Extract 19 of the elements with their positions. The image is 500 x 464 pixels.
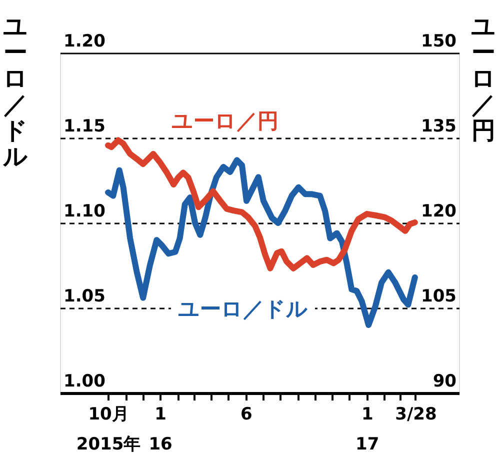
y-tick-label: 1.20	[64, 32, 106, 52]
x-tick-label: 1 17	[356, 404, 380, 454]
x-tick-label: 6	[240, 404, 252, 424]
y-tick-label: 1.00	[64, 372, 106, 392]
x-tick-label: 10月 2015年	[76, 404, 141, 454]
y2-tick-label: 150	[421, 32, 457, 52]
y-axis-title: ユーロ／ドル	[2, 12, 28, 170]
series-label: ユーロ／ドル	[178, 297, 308, 321]
x-tick-label: 3/28	[395, 404, 437, 424]
y-tick-label: 1.10	[64, 202, 106, 222]
y-tick-label: 1.05	[64, 286, 106, 306]
y2-tick-label: 135	[421, 116, 456, 136]
y2-tick-label: 90	[432, 372, 457, 392]
x-tick-label: 1 16	[148, 404, 172, 454]
y-tick-label: 1.15	[64, 116, 106, 136]
series-label: ユーロ／円	[172, 109, 278, 133]
y2-axis-title: ユーロ／円	[471, 12, 496, 144]
y2-tick-label: 105	[421, 286, 456, 306]
y2-tick-label: 120	[421, 202, 457, 222]
